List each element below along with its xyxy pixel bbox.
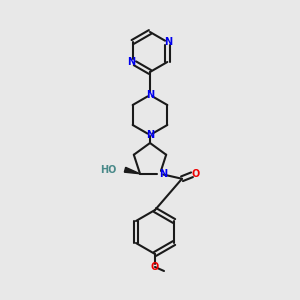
- Text: N: N: [128, 57, 136, 67]
- Text: N: N: [159, 169, 167, 179]
- Text: HO: HO: [100, 165, 116, 175]
- Text: O: O: [151, 262, 159, 272]
- Polygon shape: [124, 167, 140, 174]
- Text: O: O: [192, 169, 200, 179]
- Text: N: N: [146, 130, 154, 140]
- Text: N: N: [164, 37, 172, 47]
- Text: N: N: [146, 89, 154, 100]
